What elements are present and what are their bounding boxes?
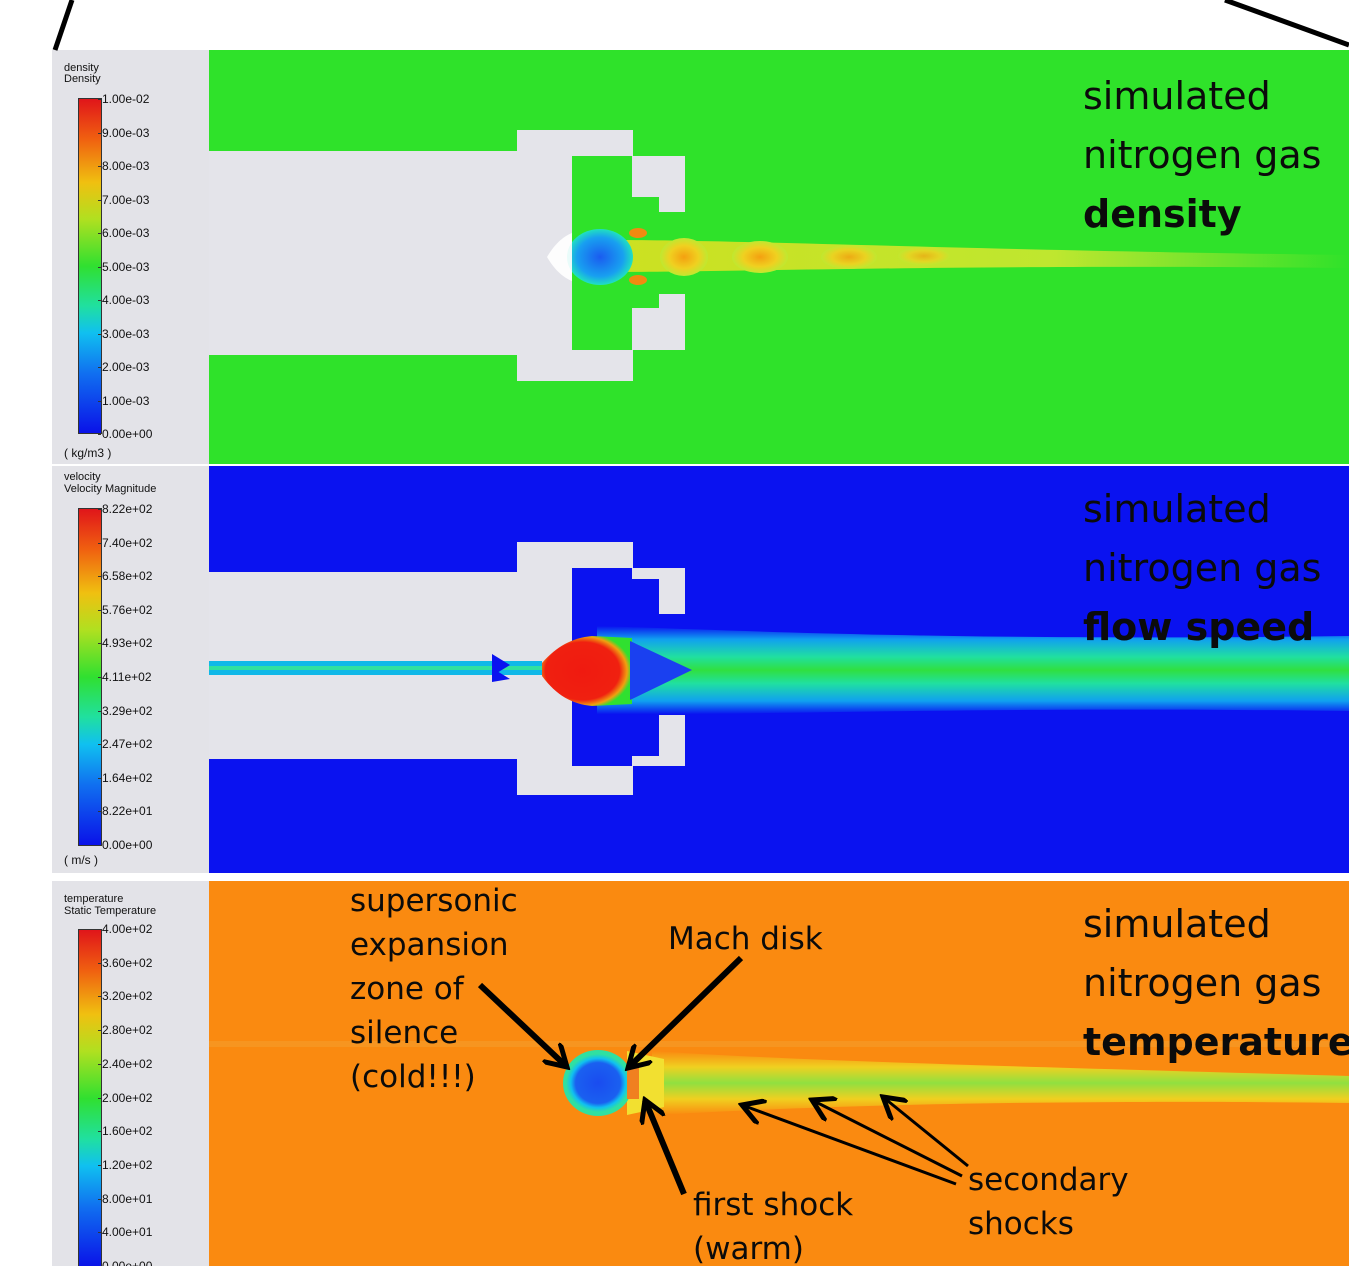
legend-tick-label: 1.20e+02 [97,1157,153,1172]
density-expansion-zone [567,229,633,285]
legend-tick-label: 1.00e-02 [97,92,150,106]
legend-unit: ( kg/m3 ) [64,446,112,460]
legend-tick-label: 8.22e+02 [97,502,153,516]
density-field [195,130,1349,381]
legend-tick-label: 4.93e+02 [97,636,153,651]
annotation-line: supersonic [350,883,518,919]
legend-tick-label: 3.00e-03 [97,326,150,341]
legend-tick-label: 0.00e+00 [97,838,153,852]
legend-tick-label: 1.00e-03 [97,393,150,408]
mach-disk-label: Mach disk [668,921,823,957]
annotation-line: shocks [968,1206,1074,1242]
annotation-line: (warm) [693,1231,804,1267]
legend-tick-label: 6.58e+02 [97,569,153,584]
legend-tick-label: 8.00e-03 [97,159,150,173]
legend-tick-label: 3.20e+02 [97,989,153,1004]
legend-variable: density [64,62,99,74]
annotation-line: silence [350,1015,459,1051]
caption-line-2: nitrogen gas [1083,961,1322,1005]
legend-unit: ( m/s ) [64,853,98,867]
legend-tick-label: 5.76e+02 [97,602,153,617]
legend-tick-label: 4.00e+02 [97,922,153,936]
velocity-panel: velocity Velocity Magnitude 8.22e+02 7.40… [52,466,1349,873]
caption-variable: temperature [1083,1020,1349,1064]
legend-tick-label: 2.47e+02 [97,737,153,752]
legend-title: Static Temperature [64,905,157,917]
legend-tick-label: 8.22e+01 [97,804,153,819]
zoom-guide-line-left [52,0,75,51]
temperature-cold-zone [566,1054,630,1112]
velocity-caption: simulated nitrogen gas flow speed [1083,480,1321,657]
legend-tick-label: 2.80e+02 [97,1023,153,1038]
annotation-line: zone of [350,971,464,1007]
legend-tick-label: 1.64e+02 [97,770,153,785]
legend-tick-label: 5.00e-03 [97,259,150,274]
temperature-legend: temperature Static Temperature 4.00e+02 3… [52,881,209,1266]
legend-tick-label: 4.11e+02 [98,670,152,684]
legend-tick-label: 7.00e-03 [97,192,150,207]
legend-tick-label: 7.40e+02 [97,535,153,550]
density-panel: density Density 1.00e-02 9.00e-03 8.00e-03… [52,50,1349,464]
nozzle-body [209,130,685,381]
annotation-line: first shock [693,1187,854,1223]
zoom-guide-line-right [1224,0,1349,48]
legend-tick-label: 8.00e+01 [97,1191,153,1206]
density-caption: simulated nitrogen gas density [1083,67,1321,244]
legend-tick-label: 3.29e+02 [97,703,153,718]
legend-variable: velocity [64,471,101,483]
density-legend: density Density 1.00e-02 9.00e-03 8.00e-03… [52,50,209,464]
legend-tick-label: 4.00e-03 [97,293,150,307]
legend-tick-label: 9.00e-03 [97,125,150,140]
annotation-line: expansion [350,927,509,963]
temperature-caption: simulated nitrogen gas temperature [1083,895,1349,1072]
legend-tick-label: 0.00e+00 [97,427,153,441]
velocity-core [542,636,632,706]
velocity-legend: velocity Velocity Magnitude 8.22e+02 7.40… [52,466,209,873]
legend-tick-label: 6.00e-03 [97,226,150,240]
first-shock-label: first shock (warm) [693,1183,853,1271]
density-color-bar [78,98,102,434]
legend-tick-label: 2.00e+02 [97,1090,153,1105]
caption-variable: density [1083,192,1242,236]
legend-tick-label: 0.00e+00 [102,1260,152,1266]
secondary-shocks-label: secondary shocks [968,1158,1129,1246]
temperature-panel: temperature Static Temperature 4.00e+02 3… [52,881,1349,1266]
legend-variable: temperature [64,893,124,905]
caption-line-2: nitrogen gas [1083,546,1322,590]
caption-line-1: simulated [1083,902,1271,946]
legend-tick-label: 3.60e+02 [97,955,153,970]
velocity-jet [597,626,1349,715]
velocity-field [52,542,1349,795]
annotation-line: secondary [968,1162,1129,1198]
caption-line-2: nitrogen gas [1083,133,1322,177]
legend-title: Velocity Magnitude [64,483,157,495]
caption-line-1: simulated [1083,74,1271,118]
legend-tick-label: 2.00e-03 [97,360,150,374]
velocity-color-bar [78,508,102,846]
caption-variable: flow speed [1083,605,1315,649]
legend-tick-label: 1.60e+02 [97,1124,153,1139]
zone-of-silence-label: supersonic expansion zone of silence (co… [350,879,518,1099]
legend-title: Density [64,73,101,85]
legend-tick-label: 4.00e+01 [97,1225,153,1240]
legend-tick-label: 2.40e+02 [97,1056,153,1071]
caption-line-1: simulated [1083,487,1271,531]
annotation-line: (cold!!!) [350,1059,476,1095]
